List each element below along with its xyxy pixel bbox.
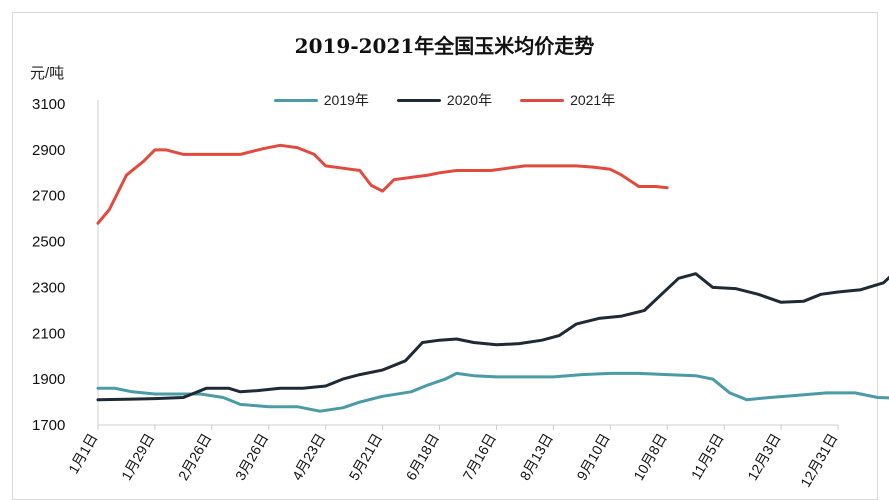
series-line-2020年: [96, 272, 889, 402]
series-line-2021年: [96, 143, 669, 225]
chart-legend: 2019年 2020年 2021年: [0, 90, 889, 110]
legend-swatch-2020: [396, 98, 441, 102]
legend-swatch-2021: [520, 98, 565, 102]
x-tick-label: 2月26日: [175, 431, 215, 483]
x-tick-label: 12月31日: [797, 431, 840, 490]
chart-title: 2019-2021年全国玉米均价走势: [294, 34, 595, 58]
x-tick-label: 11月5日: [688, 431, 727, 483]
x-tick-label: 10月8日: [630, 431, 670, 483]
y-tick-label: 2700: [32, 188, 65, 205]
y-tick-label: 1700: [32, 417, 65, 434]
y-tick-label: 2300: [32, 279, 65, 296]
legend-item-2019: 2019年: [273, 90, 369, 110]
x-tick-label: 8月13日: [516, 431, 556, 483]
legend-label-2020: 2020年: [446, 92, 493, 108]
x-tick-label: 3月26日: [232, 431, 272, 483]
x-tick-label: 5月21日: [346, 431, 386, 483]
x-tick-label: 1月1日: [65, 431, 101, 477]
y-tick-label: 2500: [32, 234, 65, 251]
legend-item-2020: 2020年: [396, 90, 493, 110]
x-tick-label: 9月10日: [573, 431, 613, 483]
legend-label-2021: 2021年: [570, 92, 616, 108]
y-tick-label: 1900: [32, 371, 65, 388]
x-tick-label: 7月16日: [460, 431, 500, 483]
series-line-2019年: [96, 371, 889, 413]
y-tick-label: 2900: [32, 142, 65, 159]
x-tick-label: 6月18日: [403, 431, 443, 483]
legend-label-2019: 2019年: [323, 92, 369, 108]
legend-item-2021: 2021年: [520, 90, 615, 110]
chart-frame: [12, 12, 878, 500]
legend-swatch-2019: [273, 98, 318, 102]
x-tick-label: 1月29日: [118, 431, 158, 483]
y-tick-label: 3100: [32, 96, 65, 113]
y-tick-label: 2100: [32, 325, 65, 342]
x-tick-label: 12月3日: [744, 431, 784, 483]
y-axis-unit: 元/吨: [30, 65, 65, 82]
x-tick-label: 4月23日: [289, 431, 329, 483]
